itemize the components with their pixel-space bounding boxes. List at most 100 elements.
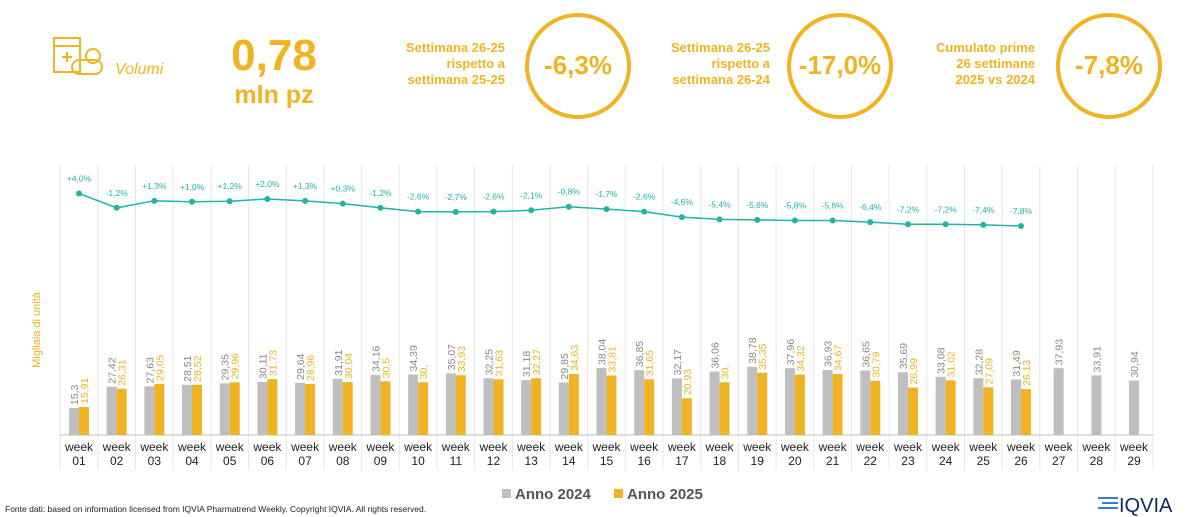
x-tick-label: week 28 <box>1082 440 1111 468</box>
line-point <box>151 197 158 204</box>
bar-label: 27,63 <box>144 357 156 383</box>
bar <box>332 378 343 435</box>
line-label: -2,6% <box>482 192 505 202</box>
bar <box>493 379 504 435</box>
bar-label: 30,11 <box>257 353 269 379</box>
bar <box>418 382 429 435</box>
x-tick-label: week 11 <box>441 440 470 468</box>
x-tick-label: week 26 <box>1006 440 1035 468</box>
line-point <box>226 198 233 205</box>
x-tick-label: week 07 <box>291 440 320 468</box>
kpi-text: Settimana 26-25 <box>406 40 505 55</box>
line-point <box>980 221 987 228</box>
kpi-text: Settimana 26-25 <box>671 40 770 55</box>
bar <box>1011 379 1021 435</box>
x-tick-label: week 09 <box>366 440 395 468</box>
bar-label: 36,85 <box>634 341 646 367</box>
bar <box>144 386 155 435</box>
bar-label: 29,05 <box>154 354 166 380</box>
x-tick-label: week 14 <box>554 440 583 468</box>
line-point <box>867 219 874 226</box>
line-label: -4,6% <box>671 197 694 207</box>
bar-label: 15,91 <box>79 378 91 404</box>
x-tick-label: week 29 <box>1120 440 1149 468</box>
bar <box>860 370 871 435</box>
bar <box>483 378 494 435</box>
bar <box>116 388 127 435</box>
bar <box>709 371 720 435</box>
bar <box>671 378 682 435</box>
line-point <box>904 221 911 228</box>
bar-label: 33,93 <box>456 346 468 372</box>
line-point <box>264 196 271 202</box>
bar-label: 35,69 <box>898 343 910 369</box>
bar-label: 31,65 <box>644 350 656 376</box>
bar <box>106 386 117 435</box>
line-label: -5,8% <box>784 200 807 210</box>
bar-label: 28,96 <box>305 355 317 381</box>
line-label: -2,7% <box>445 192 468 202</box>
line-point <box>302 197 309 204</box>
bar-label: 28,52 <box>192 355 204 381</box>
line-point <box>942 221 949 228</box>
x-tick-label: week 17 <box>667 440 696 468</box>
bar <box>719 382 730 435</box>
bar <box>380 381 391 435</box>
bar-label: 30,5 <box>380 358 392 379</box>
kpi-text: 2025 vs 2024 <box>955 72 1035 87</box>
y-axis-label: Migliaia di unità <box>31 291 43 368</box>
line-point <box>791 217 798 224</box>
kpi-text: settimana 26-24 <box>672 72 770 87</box>
line-point <box>377 204 384 211</box>
bar-label: 30,04 <box>343 353 355 379</box>
volume-label: Volumi <box>115 61 164 78</box>
line-point <box>113 204 120 211</box>
legend-swatch <box>614 489 623 498</box>
line-point <box>716 216 723 223</box>
x-tick-label: week 25 <box>969 440 998 468</box>
bar-label: 31,18 <box>521 351 533 377</box>
x-tick-label: week 08 <box>328 440 357 468</box>
x-tick-label: week 01 <box>64 440 93 468</box>
bar-label: 32,25 <box>483 349 495 375</box>
logo: IQVIA <box>1119 495 1173 517</box>
bar <box>1129 380 1140 435</box>
line-label: +4,0% <box>67 174 92 184</box>
kpi-text: 26 settimane <box>956 56 1035 71</box>
x-tick-label: week 23 <box>893 440 922 468</box>
bar-label: 38,04 <box>597 339 609 365</box>
x-tick-label: week 12 <box>479 440 508 468</box>
bar-label: 33,08 <box>936 347 948 373</box>
bar-label: 15,3 <box>69 384 81 405</box>
kpi-value: -6,3% <box>544 50 612 80</box>
legend-label: Anno 2025 <box>627 486 703 503</box>
bar-label: 34,32 <box>795 345 807 371</box>
kpi-circle <box>1056 13 1162 119</box>
kpi-text: Cumulato prime <box>936 40 1035 55</box>
kpi-value: -7,8% <box>1075 50 1143 80</box>
bar <box>681 398 692 435</box>
bar-label: 34,39 <box>408 345 420 371</box>
bar <box>154 383 165 435</box>
x-tick-label: week 16 <box>630 440 659 468</box>
bar-label: 29,96 <box>230 353 242 379</box>
line-point <box>528 207 535 214</box>
bar-label: 30, <box>720 365 732 380</box>
bar <box>596 368 607 435</box>
line-point <box>76 190 82 197</box>
line-point <box>565 203 572 210</box>
bar-label: 29,64 <box>295 353 307 379</box>
bar <box>295 382 306 435</box>
kpi-text: rispetto a <box>711 56 770 71</box>
bar <box>935 376 946 435</box>
bar <box>182 384 193 435</box>
line-label: -7,8% <box>1010 206 1033 216</box>
bar <box>267 379 278 435</box>
bar <box>973 378 984 435</box>
bar <box>757 372 768 435</box>
x-tick-label: week 21 <box>818 440 847 468</box>
kpi-text: settimana 25-25 <box>407 72 505 87</box>
line-point <box>829 217 836 224</box>
line-point <box>641 208 648 215</box>
x-tick-label: week 13 <box>517 440 546 468</box>
